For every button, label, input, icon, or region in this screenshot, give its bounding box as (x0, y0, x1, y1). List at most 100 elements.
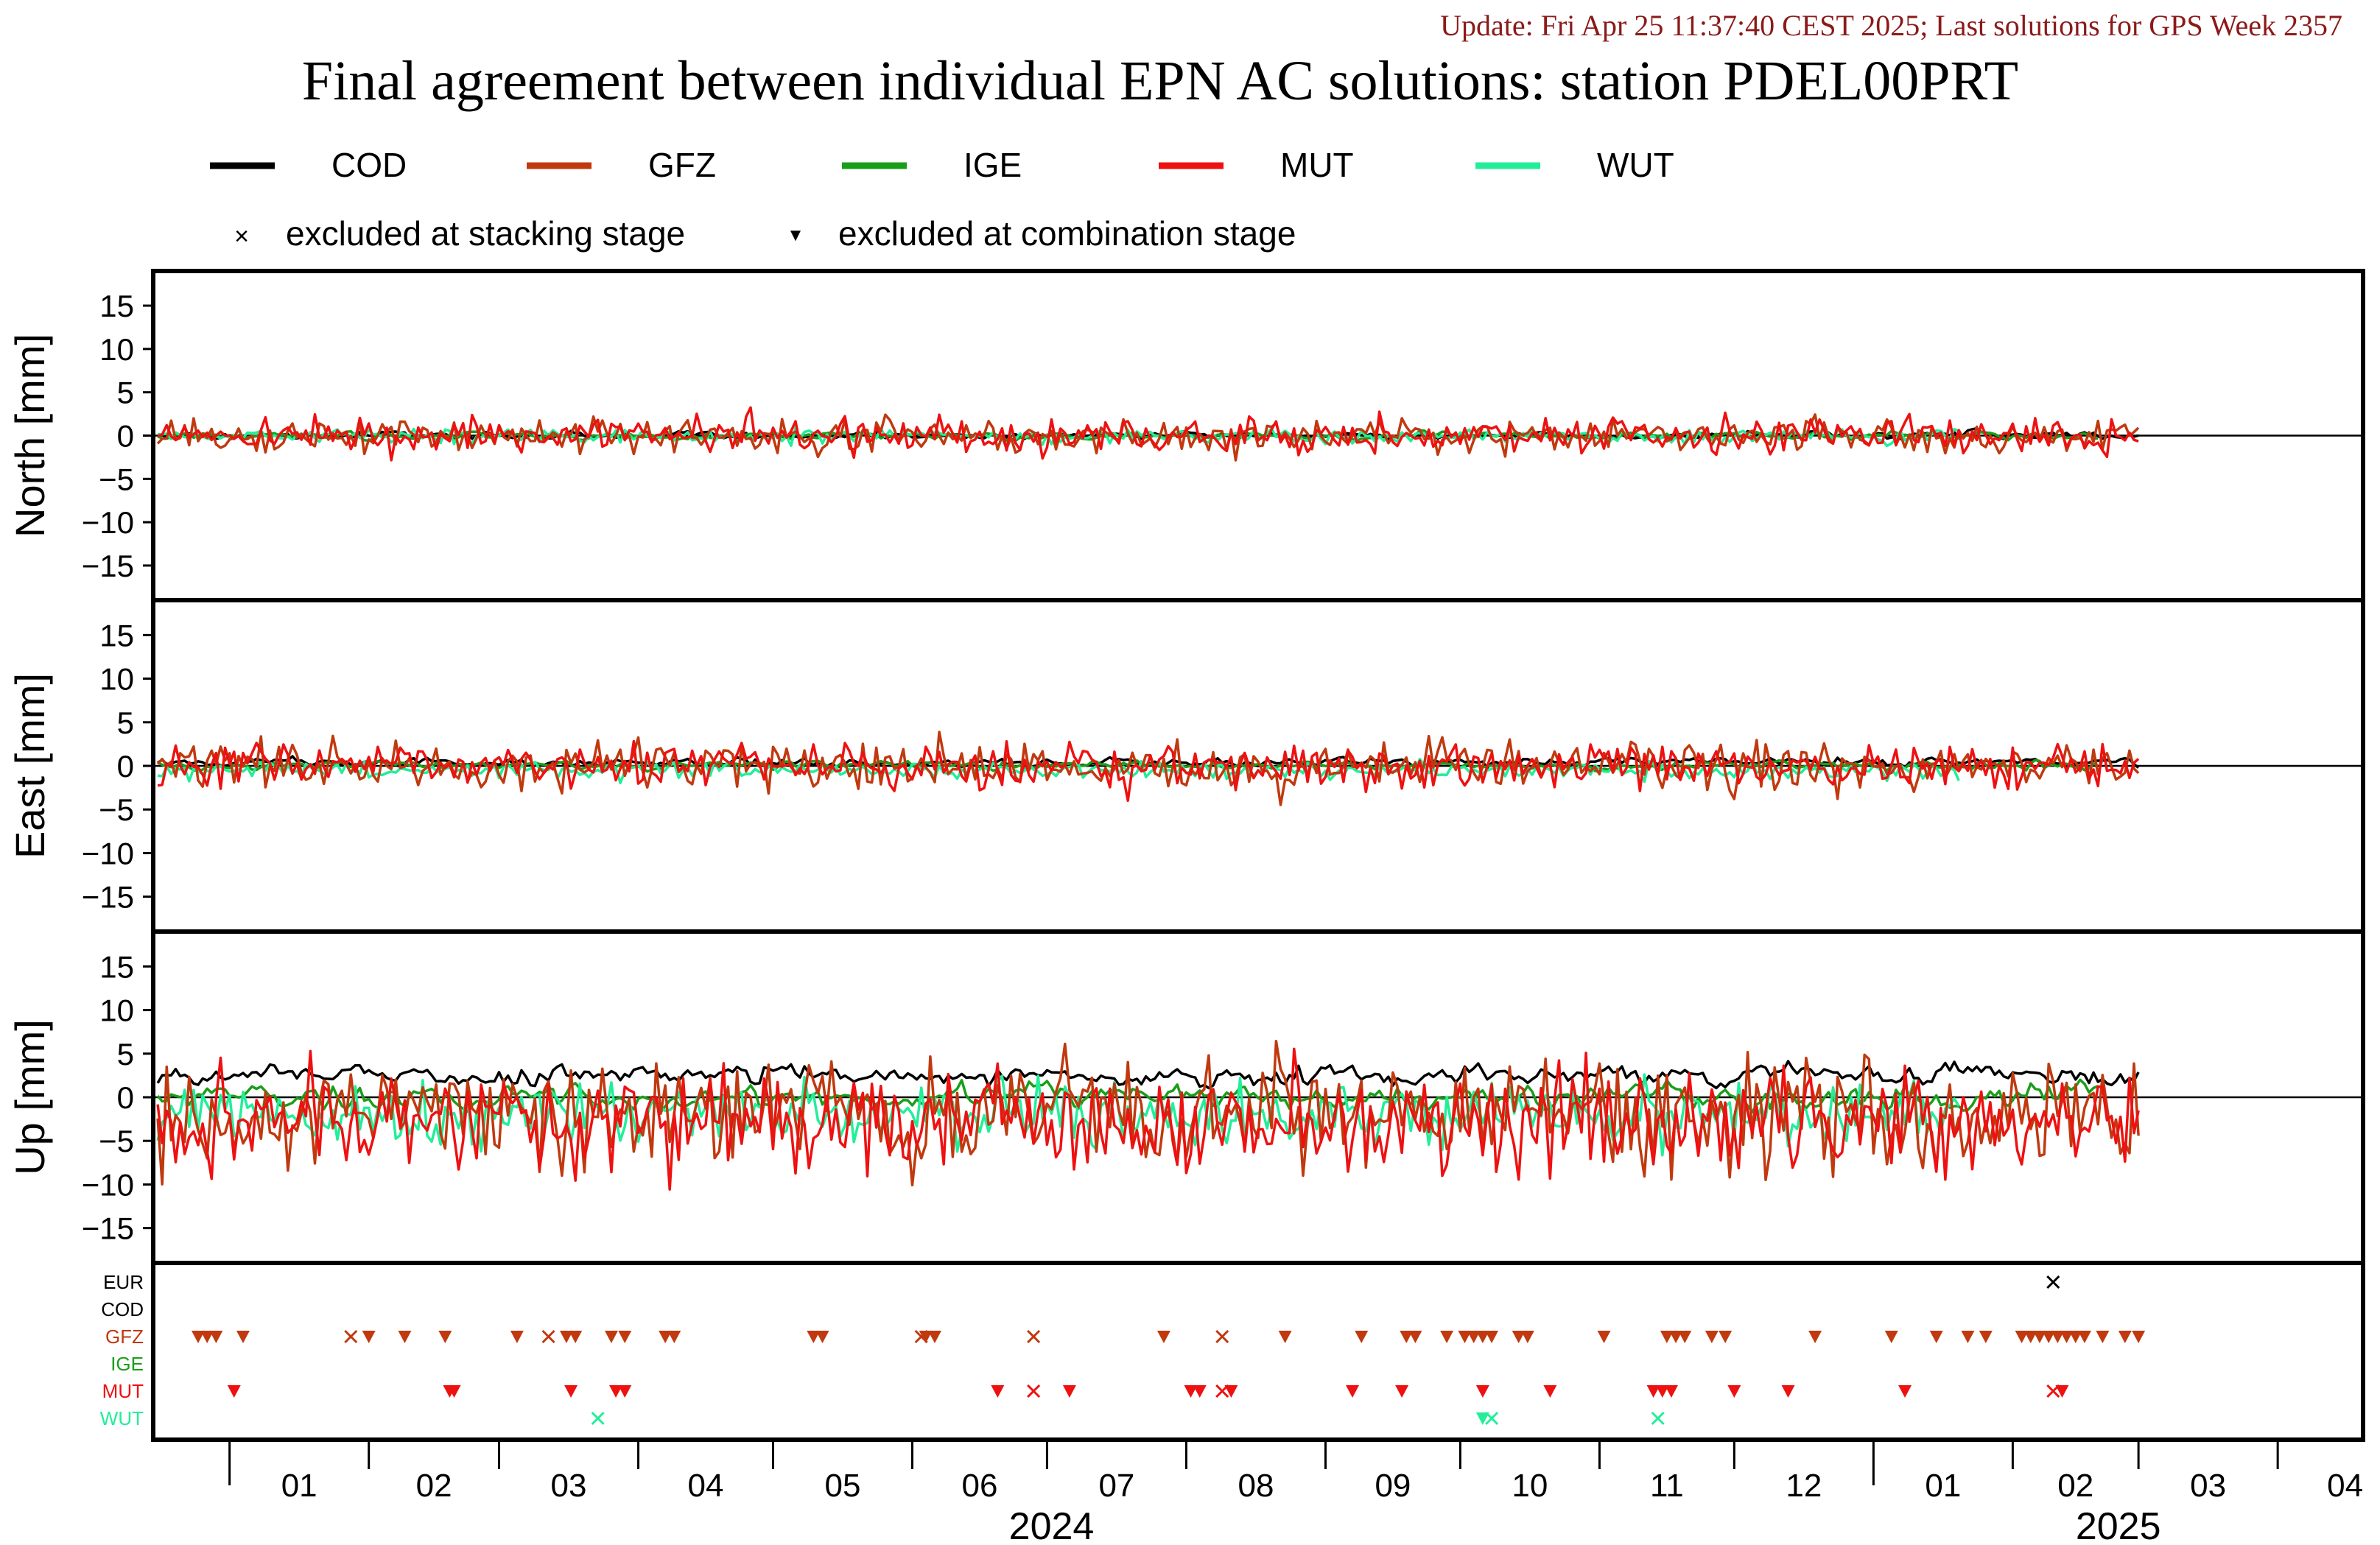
month-label: 08 (1238, 1468, 1274, 1504)
combination-marker-gfz (1156, 1331, 1170, 1343)
stacking-marker-gfz (541, 1329, 555, 1344)
combination-marker-gfz (1400, 1331, 1414, 1343)
combination-marker-gfz (2060, 1331, 2074, 1343)
combination-marker-mut (1395, 1385, 1409, 1398)
month-label: 06 (961, 1468, 997, 1504)
combination-marker-mut (618, 1385, 632, 1398)
combination-marker-gfz (1458, 1331, 1472, 1343)
combination-marker-gfz (1929, 1331, 1943, 1343)
y-axis-label: East [mm] (7, 673, 53, 859)
y-tick-label: 0 (117, 419, 134, 454)
stacking-marker-icon: × (234, 222, 249, 250)
stacking-marker-mut (1215, 1384, 1229, 1398)
month-label: 10 (1512, 1468, 1548, 1504)
year-label: 2024 (1009, 1505, 1095, 1545)
stacking-marker-gfz (1027, 1329, 1041, 1344)
combination-marker-mut (1655, 1385, 1669, 1398)
y-tick-label: −15 (82, 1211, 134, 1246)
series-line-mut (157, 406, 2139, 462)
y-tick-label: 10 (99, 993, 134, 1028)
combination-marker-gfz (2068, 1331, 2082, 1343)
month-label: 11 (1650, 1468, 1684, 1504)
combination-marker-gfz (1440, 1331, 1454, 1343)
y-tick-label: −15 (82, 880, 134, 915)
month-label: 12 (1786, 1468, 1822, 1504)
legend-excluded-stacking: excluded at stacking stage (286, 214, 685, 253)
combination-marker-gfz (1979, 1331, 1993, 1343)
y-tick-label: 10 (99, 662, 134, 697)
combination-marker-gfz (667, 1331, 681, 1343)
combination-marker-gfz (1660, 1331, 1674, 1343)
combination-marker-gfz (510, 1331, 524, 1343)
combination-marker-mut (447, 1385, 461, 1398)
combination-marker-mut (1184, 1385, 1198, 1398)
combination-marker-gfz (1475, 1331, 1489, 1343)
combination-marker-mut (1062, 1385, 1076, 1398)
month-label: 03 (551, 1468, 587, 1504)
stacking-marker-eur (2046, 1275, 2060, 1289)
series-group (156, 406, 2140, 462)
month-label: 09 (1375, 1468, 1411, 1504)
stacking-marker-mut (2046, 1384, 2060, 1398)
y-tick-label: −5 (99, 1124, 134, 1158)
combination-marker-gfz (1669, 1331, 1683, 1343)
combination-marker-gfz (2096, 1331, 2110, 1343)
y-axis-label: Up [mm] (7, 1019, 53, 1175)
stacking-marker-gfz (344, 1329, 358, 1344)
month-label: 01 (1925, 1468, 1961, 1504)
legend-label-mut: MUT (1280, 146, 1354, 184)
month-label: 03 (2190, 1468, 2226, 1504)
y-tick-label: −10 (82, 505, 134, 540)
row-label-mut: MUT (102, 1380, 144, 1402)
month-label: 07 (1098, 1468, 1134, 1504)
combination-marker-gfz (2077, 1331, 2091, 1343)
stacking-marker-wut (1651, 1411, 1665, 1426)
stacking-marker-gfz (914, 1329, 928, 1344)
month-label: 02 (416, 1468, 452, 1504)
combination-marker-gfz (362, 1331, 376, 1343)
combination-marker-mut (1646, 1385, 1660, 1398)
panel-east: 15 10 5 0 −5 −10 −15 East [mm] (7, 598, 2365, 934)
combination-marker-gfz (1719, 1331, 1733, 1343)
combination-marker-gfz (1520, 1331, 1534, 1343)
combination-marker-gfz (438, 1331, 452, 1343)
combination-marker-gfz (2023, 1331, 2037, 1343)
combination-marker-mut (1475, 1385, 1489, 1398)
combination-marker-gfz (398, 1331, 412, 1343)
combination-marker-gfz (2132, 1331, 2146, 1343)
row-label-cod: COD (101, 1298, 144, 1320)
combination-marker-gfz (1705, 1331, 1719, 1343)
y-tick-label: 15 (99, 618, 134, 652)
y-tick-label: 15 (99, 949, 134, 984)
series-line-gfz (156, 1040, 2140, 1187)
time-axis: 01 02 03 04 05 06 07 08 09 10 11 12 01 02 03 04 2024 2025 (228, 1440, 2363, 1545)
combination-marker-gfz (2118, 1331, 2132, 1343)
combination-marker-gfz (1884, 1331, 1898, 1343)
combination-marker-gfz (618, 1331, 632, 1343)
combination-marker-mut (1781, 1385, 1795, 1398)
combination-marker-gfz (2015, 1331, 2029, 1343)
update-timestamp: Update: Fri Apr 25 11:37:40 CEST 2025; L… (1440, 9, 2342, 42)
combination-marker-mut (1898, 1385, 1912, 1398)
stacking-marker-mut (1027, 1384, 1041, 1398)
exclusion-panel: EUR COD GFZ IGE MUT WUT (100, 1261, 2365, 1442)
combination-marker-gfz (1808, 1331, 1822, 1343)
row-label-eur: EUR (103, 1271, 144, 1293)
y-tick-label: 10 (99, 332, 134, 367)
stacking-marker-wut (591, 1411, 605, 1426)
month-label: 01 (281, 1468, 317, 1504)
plot-panels: 15 10 5 0 −5 −10 −15 North [mm] 15 10 5 0 −5 −10 −15 Ea… (7, 269, 2365, 1265)
chart-header: Update: Fri Apr 25 11:37:40 CEST 2025; L… (302, 9, 2342, 112)
y-tick-label: −5 (99, 462, 134, 496)
combination-marker-mut (227, 1385, 241, 1398)
legend-label-ige: IGE (963, 146, 1022, 184)
series-group (156, 1040, 2140, 1191)
series-line-gfz (156, 731, 2140, 806)
month-label: 04 (2327, 1468, 2363, 1504)
combination-marker-gfz (815, 1331, 829, 1343)
combination-marker-mut (991, 1385, 1005, 1398)
combination-marker-mut (609, 1385, 623, 1398)
combination-marker-gfz (2032, 1331, 2046, 1343)
y-tick-label: 5 (117, 1037, 134, 1071)
combination-marker-gfz (191, 1331, 205, 1343)
